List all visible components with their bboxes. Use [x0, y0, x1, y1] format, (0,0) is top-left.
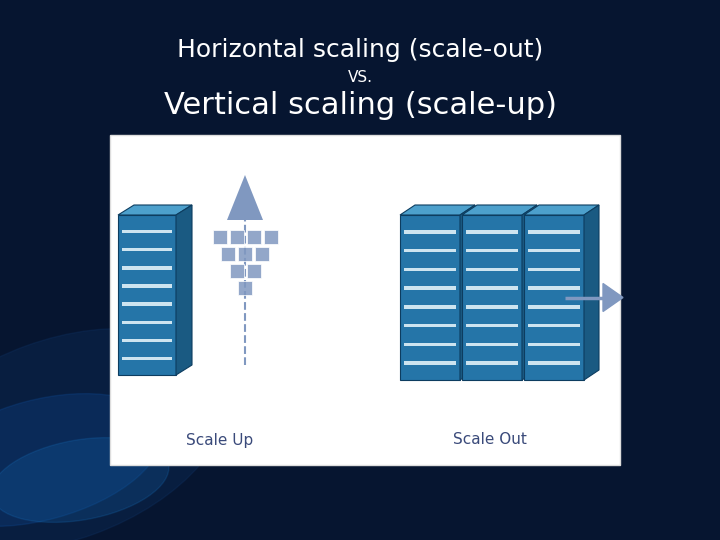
FancyBboxPatch shape: [122, 339, 172, 342]
FancyBboxPatch shape: [404, 268, 456, 271]
Text: Vertical scaling (scale-up): Vertical scaling (scale-up): [163, 91, 557, 119]
FancyBboxPatch shape: [246, 230, 261, 244]
FancyBboxPatch shape: [528, 268, 580, 271]
FancyBboxPatch shape: [122, 248, 172, 251]
FancyBboxPatch shape: [524, 215, 584, 380]
FancyBboxPatch shape: [404, 361, 456, 365]
FancyBboxPatch shape: [466, 361, 518, 365]
FancyBboxPatch shape: [255, 247, 269, 261]
FancyBboxPatch shape: [122, 266, 172, 269]
FancyBboxPatch shape: [466, 286, 518, 290]
FancyBboxPatch shape: [528, 249, 580, 252]
FancyBboxPatch shape: [466, 268, 518, 271]
FancyBboxPatch shape: [230, 264, 243, 278]
FancyBboxPatch shape: [122, 321, 172, 324]
FancyBboxPatch shape: [122, 302, 172, 306]
Polygon shape: [524, 205, 599, 215]
Ellipse shape: [0, 437, 169, 522]
FancyBboxPatch shape: [462, 215, 522, 380]
FancyBboxPatch shape: [528, 230, 580, 234]
FancyBboxPatch shape: [122, 284, 172, 288]
FancyBboxPatch shape: [404, 305, 456, 309]
FancyBboxPatch shape: [528, 361, 580, 365]
FancyBboxPatch shape: [110, 135, 620, 465]
Ellipse shape: [0, 394, 162, 526]
FancyBboxPatch shape: [528, 342, 580, 346]
FancyBboxPatch shape: [118, 215, 176, 375]
FancyBboxPatch shape: [466, 342, 518, 346]
Text: Horizontal scaling (scale-out): Horizontal scaling (scale-out): [177, 38, 543, 62]
FancyBboxPatch shape: [212, 230, 227, 244]
FancyBboxPatch shape: [466, 249, 518, 252]
FancyBboxPatch shape: [230, 230, 243, 244]
FancyBboxPatch shape: [528, 324, 580, 327]
Text: VS.: VS.: [348, 70, 372, 84]
FancyBboxPatch shape: [466, 230, 518, 234]
Polygon shape: [176, 205, 192, 375]
FancyBboxPatch shape: [404, 342, 456, 346]
Text: Scale Out: Scale Out: [453, 433, 527, 448]
FancyBboxPatch shape: [404, 286, 456, 290]
FancyBboxPatch shape: [466, 324, 518, 327]
FancyBboxPatch shape: [404, 249, 456, 252]
FancyBboxPatch shape: [246, 264, 261, 278]
FancyBboxPatch shape: [221, 247, 235, 261]
Ellipse shape: [0, 328, 228, 540]
Polygon shape: [118, 205, 192, 215]
Polygon shape: [400, 205, 475, 215]
FancyBboxPatch shape: [528, 286, 580, 290]
FancyBboxPatch shape: [238, 281, 252, 295]
FancyBboxPatch shape: [466, 305, 518, 309]
Text: Scale Up: Scale Up: [186, 433, 253, 448]
FancyBboxPatch shape: [238, 247, 252, 261]
Polygon shape: [584, 205, 599, 380]
FancyBboxPatch shape: [264, 230, 277, 244]
Polygon shape: [460, 205, 475, 380]
Polygon shape: [462, 205, 537, 215]
FancyBboxPatch shape: [400, 215, 460, 380]
FancyBboxPatch shape: [404, 230, 456, 234]
Polygon shape: [227, 175, 263, 220]
Polygon shape: [603, 284, 623, 312]
FancyBboxPatch shape: [122, 230, 172, 233]
FancyBboxPatch shape: [122, 357, 172, 360]
Polygon shape: [522, 205, 537, 380]
FancyBboxPatch shape: [528, 305, 580, 309]
FancyBboxPatch shape: [404, 324, 456, 327]
